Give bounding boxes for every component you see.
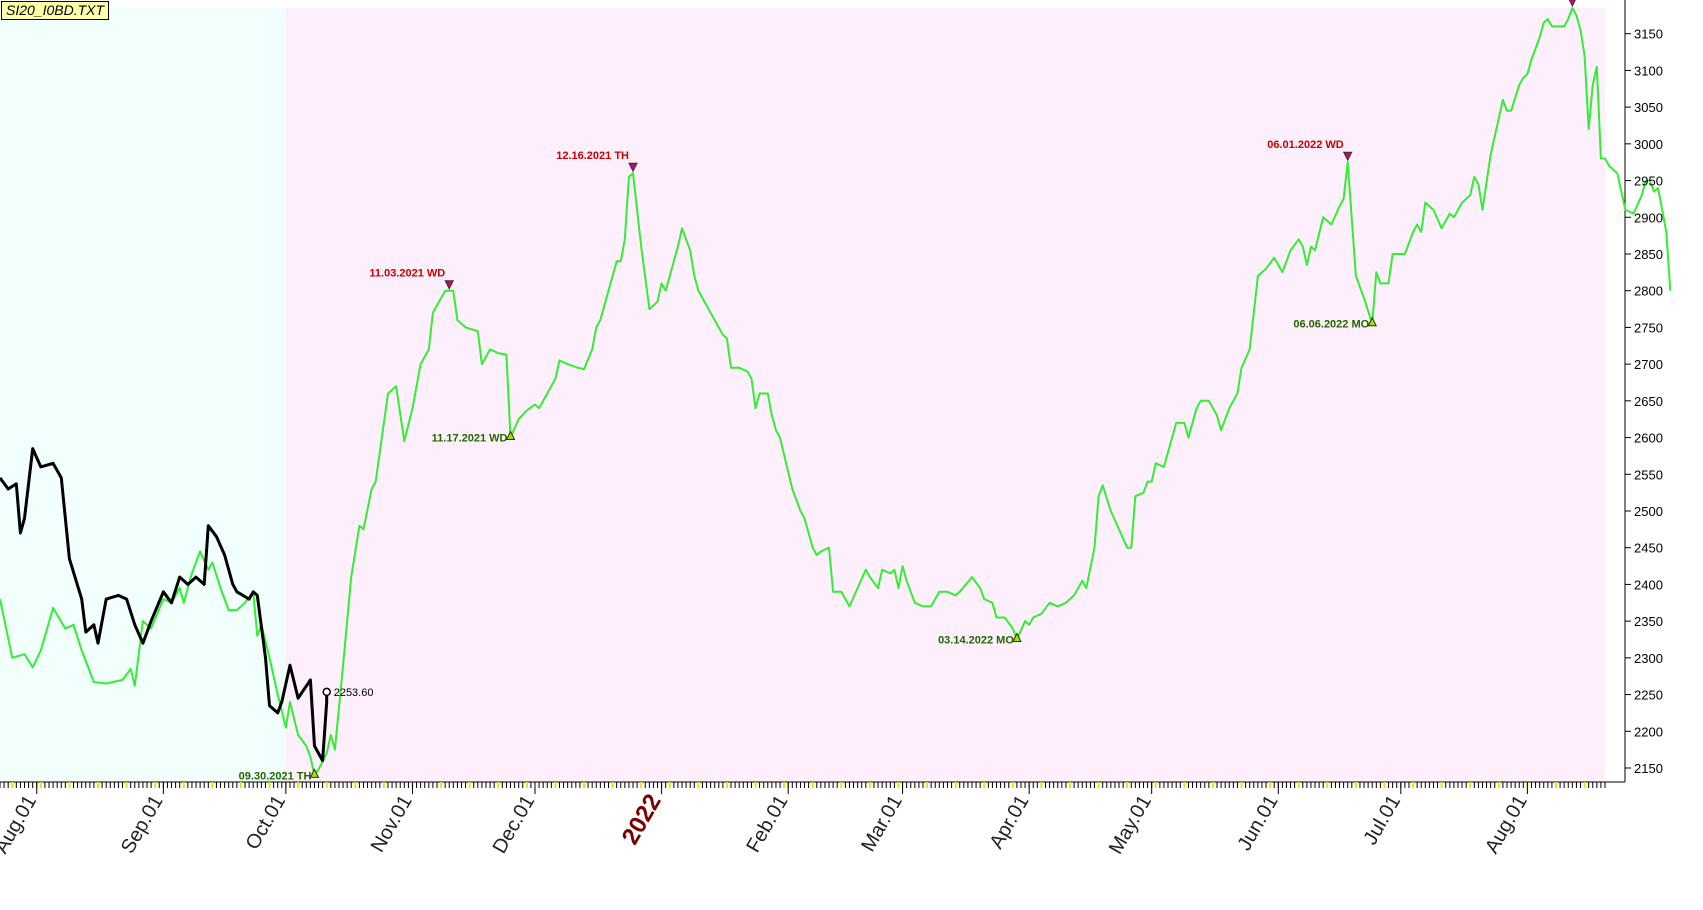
x-tick-label: Jul.01 [1359, 792, 1405, 849]
x-tick-label: Sep.01 [117, 792, 168, 858]
y-tick-label: 3100 [1634, 63, 1663, 78]
peak-label: 11.03.2021 WD [369, 268, 445, 280]
trough-label: 11.17.2021 WD [432, 433, 508, 445]
x-tick-label: Jun.01 [1234, 792, 1283, 855]
y-tick-label: 2900 [1634, 210, 1663, 225]
x-tick-label: Feb.01 [742, 792, 792, 857]
y-tick-label: 3150 [1634, 27, 1663, 42]
x-tick-label: Nov.01 [367, 792, 417, 857]
y-tick-label: 2850 [1634, 247, 1663, 262]
trough-marker [1012, 632, 1022, 642]
peak-marker [444, 280, 455, 290]
y-tick-label: 2200 [1634, 724, 1663, 739]
background-region [0, 8, 286, 782]
series-line [0, 7, 1672, 777]
x-tick-label: Mar.01 [857, 792, 907, 856]
y-tick-label: 2250 [1634, 688, 1663, 703]
y-tick-label: 3000 [1634, 137, 1663, 152]
x-tick-label: Aug.01 [1481, 792, 1532, 858]
trough-label: 06.06.2022 MO [1293, 319, 1369, 331]
y-tick-label: 2800 [1634, 284, 1663, 299]
y-tick-label: 2450 [1634, 541, 1663, 556]
trough-marker [1367, 316, 1378, 327]
peak-marker [1568, 0, 1576, 8]
background-regions [0, 8, 1605, 782]
series-end-marker [322, 687, 331, 697]
y-tick-label: 2600 [1634, 431, 1663, 446]
y-tick-label: 2300 [1634, 651, 1663, 666]
peak-marker [628, 162, 638, 173]
trough-marker [505, 430, 516, 441]
trough-label: 03.14.2022 MO [938, 634, 1014, 646]
x-tick-label: 2022 [617, 790, 667, 850]
y-tick-label: 2350 [1634, 614, 1663, 629]
y-tick-label: 3050 [1634, 100, 1663, 115]
y-tick-label: 2150 [1634, 761, 1663, 776]
trough-marker [309, 768, 320, 778]
x-tick-label: Dec.01 [489, 792, 540, 858]
x-tick-label: Oct.01 [242, 792, 291, 854]
chart-title: SI20_I0BD.TXT [1, 1, 110, 20]
y-tick-label: 2400 [1634, 577, 1663, 592]
axes [0, 0, 1631, 794]
x-tick-label: Apr.01 [986, 792, 1034, 853]
y-tick-label: 2700 [1634, 357, 1663, 372]
peak-label: 12.16.2021 TH [556, 150, 629, 162]
y-tick-label: 2650 [1634, 394, 1663, 409]
y-tick-label: 2750 [1634, 320, 1663, 335]
y-tick-label: 2950 [1634, 174, 1663, 189]
x-tick-label: May.01 [1105, 792, 1156, 859]
y-tick-label: 2550 [1634, 467, 1663, 482]
series-line [0, 447, 329, 763]
y-tick-label: 2500 [1634, 504, 1663, 519]
turning-point-annotations: 11.03.2021 WD 11.17.2021 WD 12.16.2021 TH 0… [239, 0, 1576, 782]
background-region [285, 8, 1605, 782]
x-tick-label: Aug.01 [0, 792, 41, 858]
series-lines [0, 7, 1672, 777]
series-end-label: 2253.60 [334, 687, 374, 699]
peak-marker [1342, 151, 1353, 162]
peak-label: 06.01.2022 WD [1267, 139, 1343, 151]
trough-label: 09.30.2021 TH [239, 770, 312, 782]
